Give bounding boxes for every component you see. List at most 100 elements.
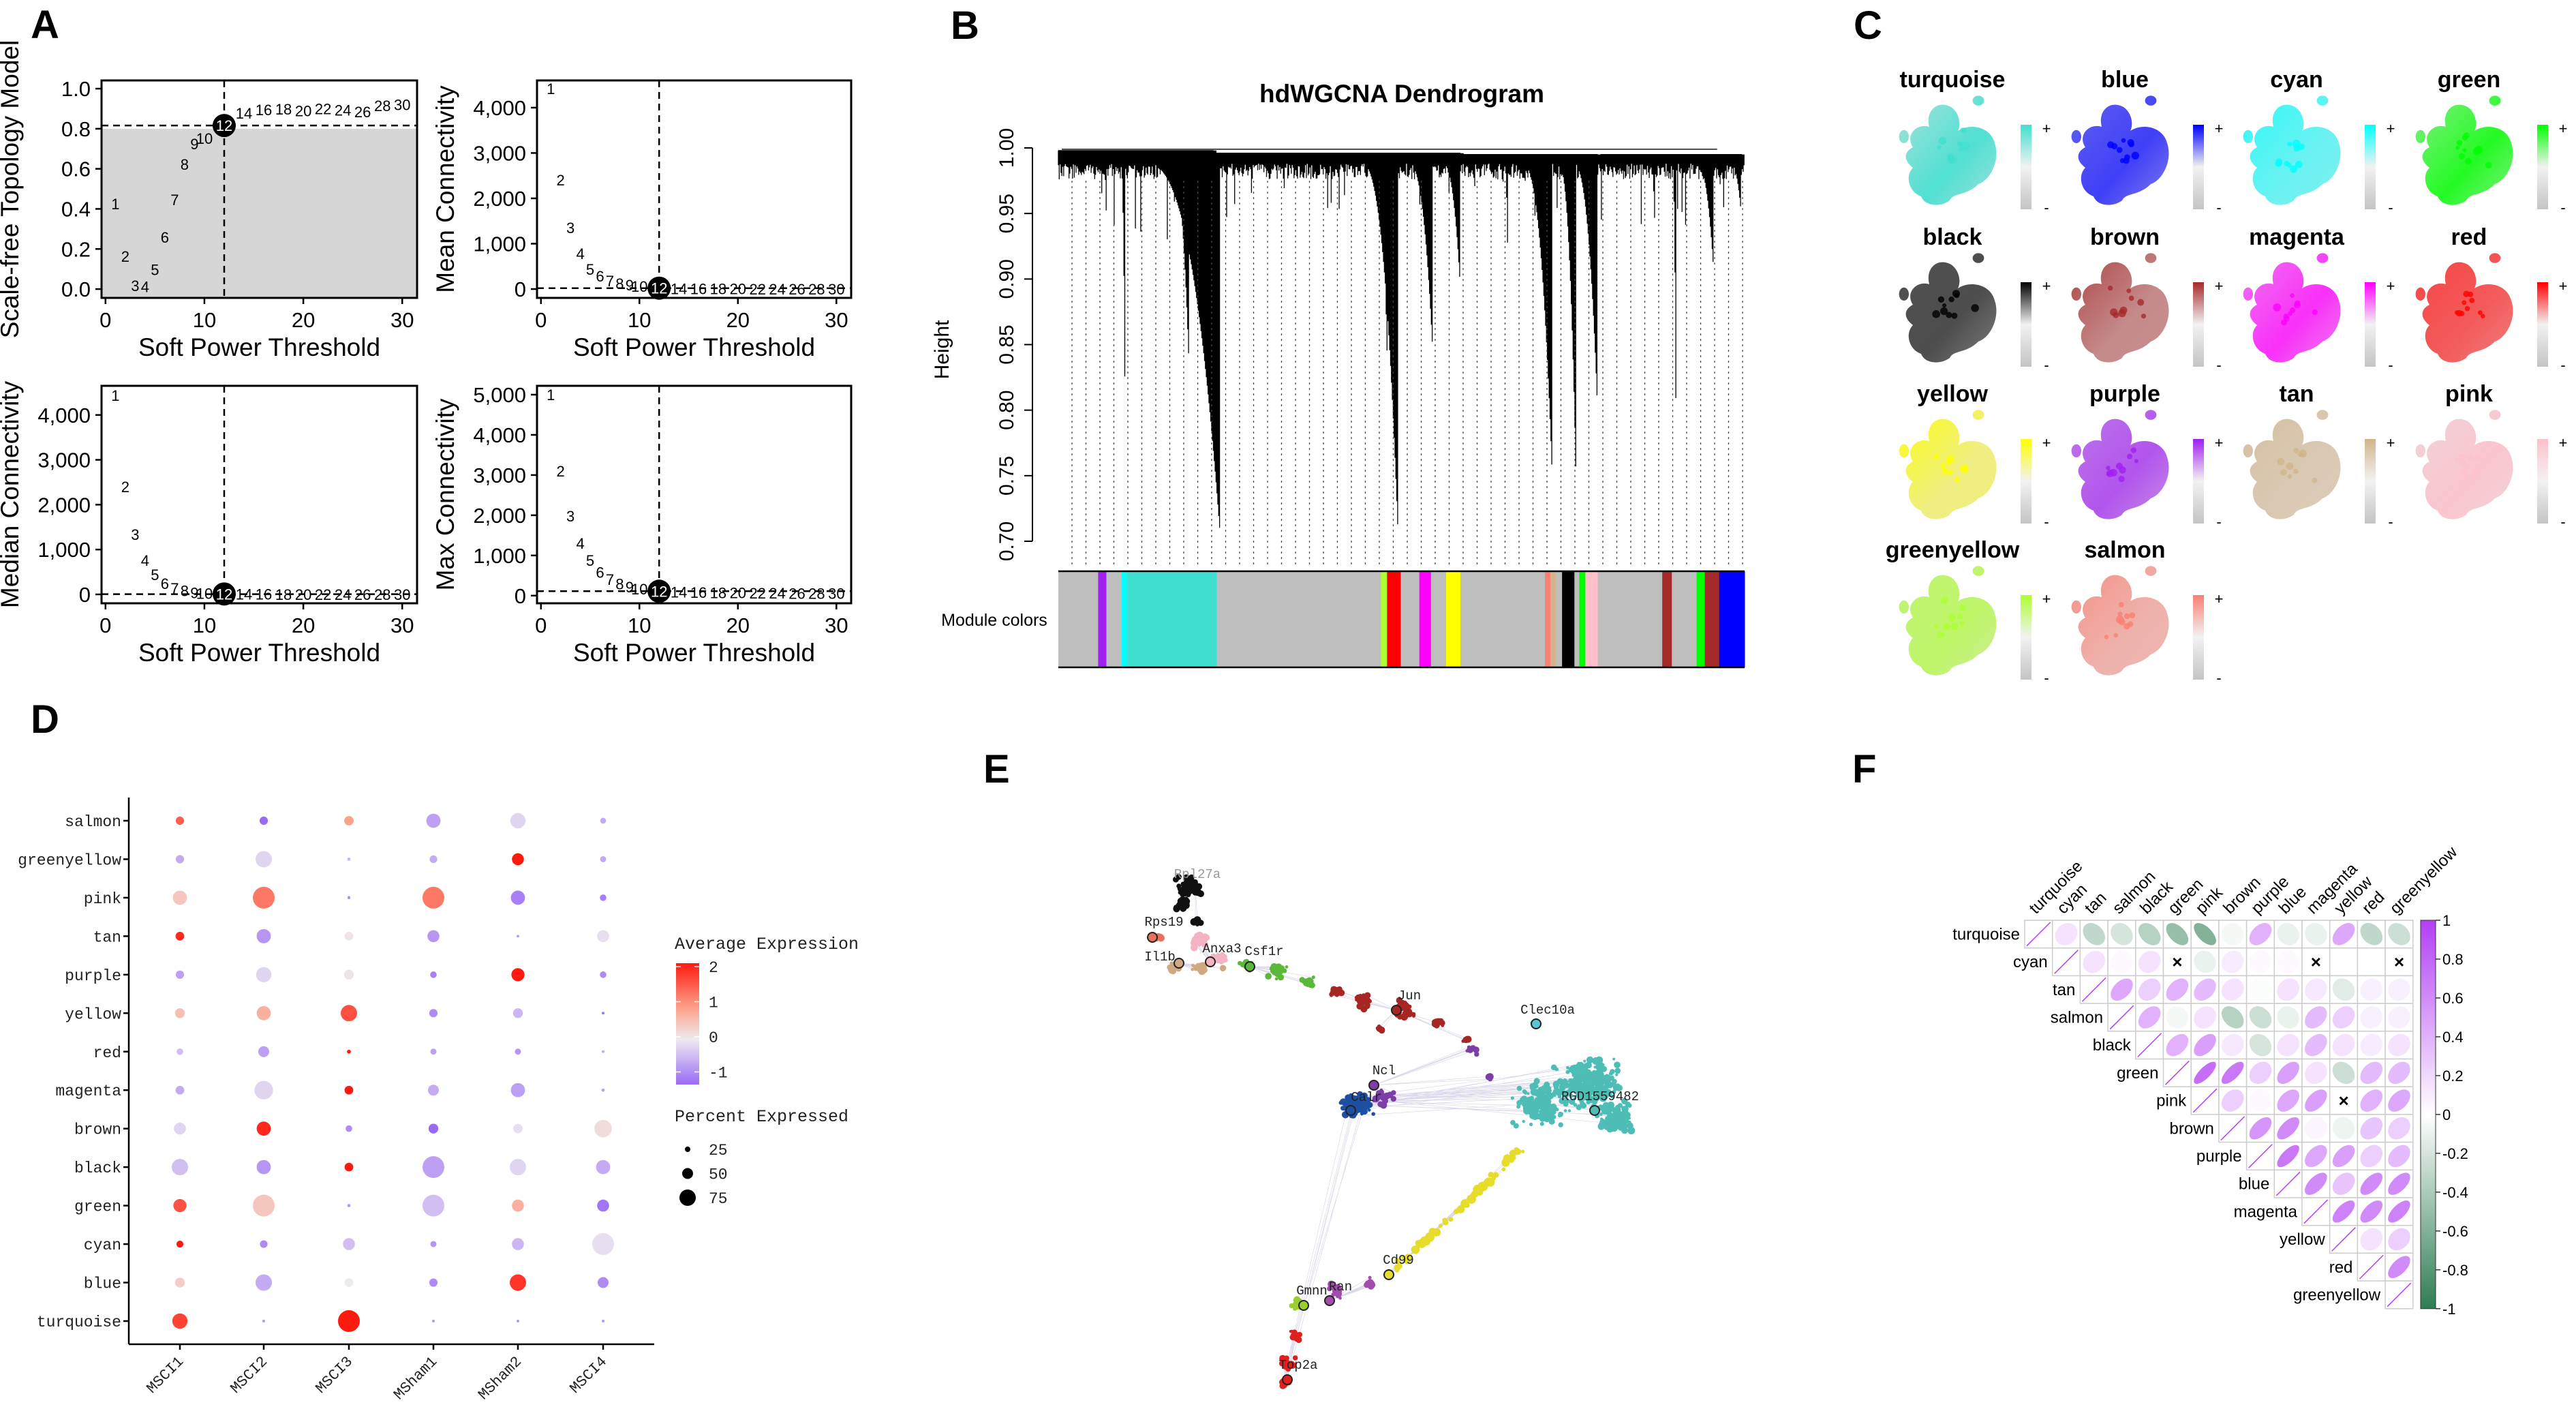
- correlation-ellipse: [2305, 1033, 2327, 1057]
- gene-node: [1569, 1084, 1575, 1089]
- colorbar-high-label: +: [2215, 277, 2224, 294]
- correlation-ellipse: [2277, 1117, 2299, 1140]
- colorbar-high-label: +: [2559, 120, 2568, 137]
- gene-node: [1600, 1117, 1604, 1121]
- diagonal-mark: [2331, 1227, 2356, 1252]
- gene-node: [1182, 904, 1185, 907]
- gene-node: [1467, 1194, 1476, 1205]
- correlation-ellipse: [2305, 978, 2327, 1001]
- correlation-ellipse: [2166, 923, 2189, 945]
- gene-node: [1396, 1262, 1402, 1269]
- umap-cell-dot: [2455, 145, 2460, 150]
- gene-node: [1195, 963, 1201, 968]
- expression-dot: [346, 1125, 352, 1132]
- hub-gene-label: Anxa3: [1202, 941, 1241, 956]
- colorbar-tick-label: 0.2: [2442, 1067, 2464, 1085]
- gene-node: [1367, 1108, 1371, 1112]
- gene-node: [1554, 1067, 1559, 1072]
- panel-label-b: B: [951, 3, 979, 48]
- colorbar-low-label: -: [2560, 199, 2565, 216]
- gene-node: [1548, 1118, 1555, 1125]
- correlation-ellipse: [2277, 1089, 2299, 1112]
- umap-cell-dot: [1948, 613, 1956, 622]
- insignificant-mark: ×: [2338, 1091, 2348, 1111]
- column-label: MSCI4: [567, 1353, 611, 1397]
- umap-cell-dot: [1937, 631, 1944, 638]
- gene-node: [1216, 952, 1220, 956]
- expression-dot: [429, 1278, 438, 1287]
- umap-cell-dot: [2128, 295, 2134, 301]
- selected-power-marker: [212, 582, 236, 606]
- correlation-ellipse: [2388, 923, 2410, 945]
- feature-plot-greenyellow: greenyellow + -: [1886, 537, 2051, 686]
- gene-node: [1624, 1111, 1631, 1119]
- power-label: 14: [236, 586, 252, 603]
- expression-dot: [430, 971, 437, 978]
- feature-plot-title: tan: [2280, 381, 2314, 407]
- colorbar-high-label: +: [2559, 277, 2568, 294]
- colorbar-tick-label: -0.4: [2442, 1184, 2468, 1201]
- diagonal-mark: [2026, 922, 2051, 947]
- umap-cell-dot: [1959, 604, 1966, 611]
- plot-frame: [536, 79, 853, 299]
- y-tick-label: 0.85: [996, 324, 1018, 364]
- power-label: 6: [161, 229, 169, 246]
- gene-node: [1593, 1065, 1597, 1069]
- expression-dot: [343, 1238, 355, 1250]
- gene-node: [1488, 1172, 1494, 1178]
- umap-cell-dot: [2458, 153, 2466, 160]
- network-module-yellow: [1387, 1147, 1525, 1279]
- size-legend-dot: [682, 1168, 693, 1179]
- hub-gene-node: [1383, 1269, 1394, 1280]
- soft-power-subplot: 0.0 0.2 0.4 0.6 0.8 1.0 0 10 20 30 Soft Power Thre…: [0, 40, 418, 361]
- gene-node: [1539, 1121, 1544, 1126]
- gene-node: [1594, 1070, 1601, 1077]
- x-tick-label: 20: [726, 308, 750, 332]
- gene-node: [1462, 1036, 1469, 1044]
- power-label: 18: [275, 101, 292, 118]
- gene-node: [1565, 1070, 1570, 1074]
- gene-node: [1614, 1061, 1621, 1068]
- gene-node: [1530, 1101, 1535, 1105]
- expression-dot: [600, 894, 607, 901]
- gene-node: [1365, 1104, 1370, 1110]
- correlation-ellipse: [2166, 1006, 2189, 1029]
- expression-dot: [428, 1085, 439, 1096]
- umap-cell-dot: [2116, 147, 2123, 153]
- module-score-colorbar: [2193, 595, 2204, 680]
- network-module-magenta: [1327, 1275, 1376, 1300]
- y-tick-label: 0.0: [61, 277, 91, 301]
- plot-frame: [536, 384, 853, 605]
- gene-node: [1616, 1124, 1622, 1130]
- hub-gene-node: [1205, 956, 1216, 967]
- power-label: 30: [394, 586, 410, 603]
- diagonal-mark: [2192, 1088, 2218, 1113]
- gene-node: [1552, 1080, 1560, 1088]
- gene-node: [1293, 1299, 1298, 1304]
- expression-dot: [510, 813, 526, 829]
- umap-cell-dot: [2290, 293, 2295, 298]
- gene-node: [1331, 990, 1336, 996]
- power-label: 20: [730, 585, 746, 602]
- umap-cell-dot: [1940, 463, 1946, 469]
- gene-node: [1625, 1107, 1629, 1110]
- gene-node: [1279, 1354, 1287, 1362]
- correlation-ellipse: [2388, 1228, 2410, 1251]
- umap-cell-dot: [2134, 459, 2139, 464]
- gene-node: [1195, 935, 1199, 940]
- gene-node: [1516, 1104, 1521, 1109]
- gene-node: [1292, 1355, 1298, 1361]
- gene-node: [1343, 1099, 1349, 1104]
- feature-plot-title: turquoise: [1900, 67, 2006, 93]
- correlation-ellipse: [2305, 1117, 2327, 1140]
- row-label-yellow: yellow: [65, 1005, 121, 1023]
- colorbar-low-label: -: [2216, 199, 2221, 216]
- row-label-green: green: [74, 1198, 121, 1216]
- feature-plot-title: green: [2438, 67, 2501, 93]
- power-label: 9: [626, 579, 634, 596]
- diagonal-mark: [2359, 1254, 2384, 1279]
- x-axis-title: Soft Power Threshold: [573, 333, 815, 361]
- power-label: 24: [769, 585, 785, 602]
